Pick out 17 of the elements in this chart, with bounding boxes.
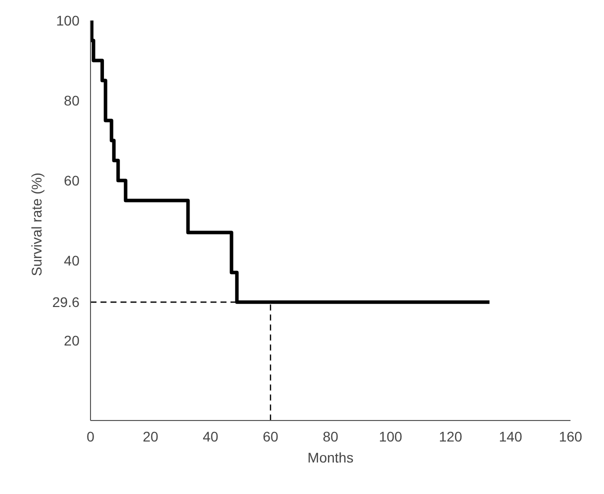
y-axis-title: Survival rate (%): [28, 172, 44, 276]
y-tick-label: 29.6: [52, 294, 80, 310]
x-tick-label: 160: [558, 428, 582, 444]
x-axis-title: Months: [308, 450, 354, 466]
y-tick-label: 60: [64, 172, 80, 188]
y-tick-label: 20: [64, 332, 80, 348]
x-tick-label: 120: [438, 428, 462, 444]
x-tick-label: 100: [378, 428, 402, 444]
y-tick-label: 80: [64, 92, 80, 108]
y-tick-label: 40: [64, 252, 80, 268]
y-tick-label: 100: [56, 12, 80, 28]
x-tick-label: 60: [262, 428, 278, 444]
x-tick-label: 40: [202, 428, 218, 444]
x-tick-label: 140: [498, 428, 522, 444]
x-tick-label: 80: [322, 428, 338, 444]
x-tick-label: 20: [142, 428, 158, 444]
x-tick-label: 0: [86, 428, 95, 444]
